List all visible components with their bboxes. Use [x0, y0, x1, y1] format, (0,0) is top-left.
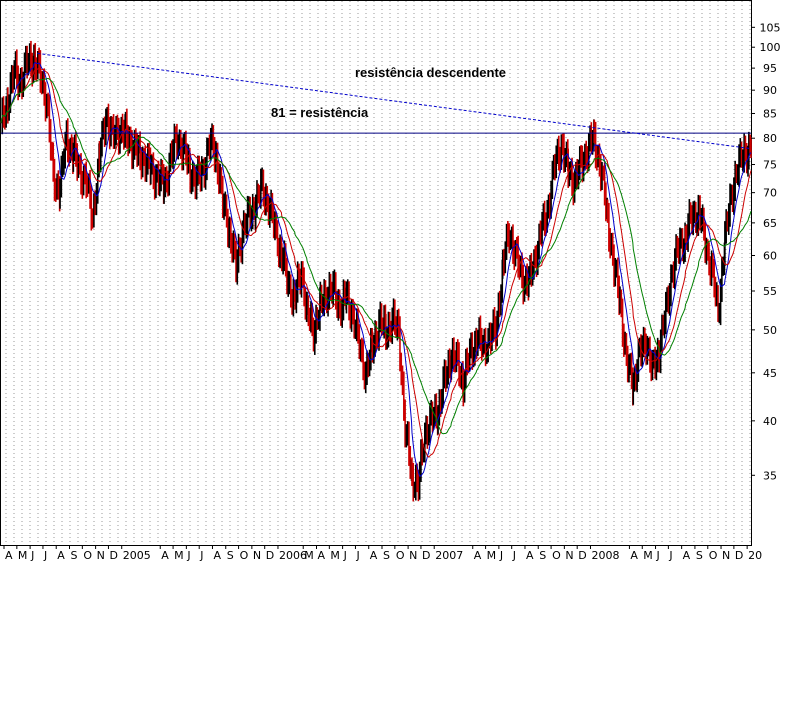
x-tick-label: A [474, 549, 482, 562]
x-tick-label: N [565, 549, 573, 562]
x-tick-label: O [396, 549, 405, 562]
y-tick-label: 75 [763, 159, 777, 172]
x-tick-label: O [240, 549, 249, 562]
y-tick-label: 50 [763, 324, 777, 337]
y-axis: 35 40 45 50 55 60 65 70 75 80 85 90 95 100 105 [751, 21, 781, 482]
reference-lines [1, 52, 751, 150]
moving-average-line [0, 61, 752, 477]
candles [1, 40, 752, 502]
x-tick-label: S [383, 549, 390, 562]
x-tick-label: N [97, 549, 105, 562]
x-tick-label: 2008 [591, 549, 619, 562]
x-tick-label: J [668, 549, 672, 562]
y-tick-label: 70 [763, 187, 777, 200]
y-tick-label: 55 [763, 285, 777, 298]
y-tick-label: 105 [760, 21, 781, 34]
x-tick-label: 2005 [123, 549, 151, 562]
x-tick-label: O [83, 549, 92, 562]
x-tick-label: A [683, 549, 691, 562]
y-tick-label: 35 [763, 469, 777, 482]
x-tick-label: D [735, 549, 743, 562]
moving-average-line [0, 77, 752, 435]
y-tick-label: 90 [763, 84, 777, 97]
x-tick-label: J [30, 549, 34, 562]
x-tick-label: A [526, 549, 534, 562]
x-tick-label: S [227, 549, 234, 562]
x-tick-label: M [330, 549, 340, 562]
x-tick-label: D [109, 549, 117, 562]
y-tick-label: 80 [763, 132, 777, 145]
x-tick-label: D [422, 549, 430, 562]
x-tick-label: M [304, 549, 314, 562]
x-tick-label: J [199, 549, 203, 562]
y-tick-label: 85 [763, 107, 777, 120]
x-tick-label: A [370, 549, 378, 562]
x-tick-label: N [409, 549, 417, 562]
y-tick-label: 100 [760, 41, 781, 54]
x-tick-label: 2007 [435, 549, 463, 562]
x-tick-label: O [552, 549, 561, 562]
x-tick-label: O [709, 549, 718, 562]
y-tick-label: 60 [763, 250, 777, 263]
x-tick-label: N [253, 549, 261, 562]
x-tick-label: A [213, 549, 221, 562]
y-tick-label: 45 [763, 367, 777, 380]
x-tick-label: J [186, 549, 190, 562]
y-tick-label: 95 [763, 62, 777, 75]
x-tick-label: S [696, 549, 703, 562]
x-tick-label: A [161, 549, 169, 562]
resistance-annotation: 81 = resistência [271, 105, 369, 120]
x-tick-label: A [57, 549, 65, 562]
x-tick-label: S [70, 549, 77, 562]
x-tick-label: A [630, 549, 638, 562]
chart-frame [0, 0, 752, 546]
x-tick-label: M [18, 549, 28, 562]
x-tick-label: J [343, 549, 347, 562]
x-tick-label: M [643, 549, 653, 562]
moving-average-line [0, 67, 752, 458]
x-tick-label: N [722, 549, 730, 562]
trendline-annotation: resistência descendente [355, 65, 506, 80]
x-tick-label: J [499, 549, 503, 562]
x-tick-label: D [266, 549, 274, 562]
x-tick-label: D [578, 549, 586, 562]
y-tick-label: 40 [763, 415, 777, 428]
x-tick-label: 20 [748, 549, 762, 562]
y-tick-label: 65 [763, 217, 777, 230]
x-tick-label: M [487, 549, 497, 562]
x-tick-label: J [43, 549, 47, 562]
x-tick-label: J [656, 549, 660, 562]
x-tick-label: A [317, 549, 325, 562]
x-tick-label: J [355, 549, 359, 562]
x-tick-label: A [5, 549, 13, 562]
x-tick-label: S [539, 549, 546, 562]
moving-averages [0, 61, 752, 477]
x-tick-label: J [512, 549, 516, 562]
x-tick-label: 2006 [279, 549, 307, 562]
x-tick-label: M [174, 549, 184, 562]
